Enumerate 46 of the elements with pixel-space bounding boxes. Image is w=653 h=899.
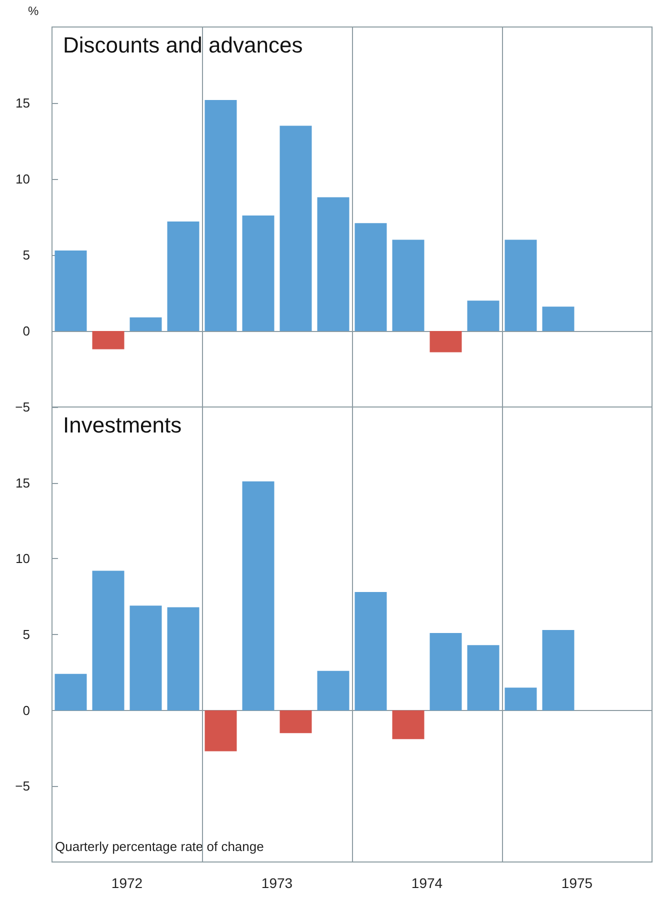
y-tick-label: 0 — [22, 702, 30, 718]
y-tick-label: 15 — [16, 475, 30, 490]
bar — [204, 710, 237, 752]
bar — [242, 215, 274, 331]
bar — [504, 240, 537, 331]
y-tick-label: 15 — [16, 96, 30, 110]
bar — [467, 645, 500, 710]
y-tick-label: 5 — [22, 627, 30, 642]
bar — [430, 331, 462, 352]
bar — [467, 300, 500, 331]
y-tick-label: 10 — [16, 172, 30, 186]
annotation: Quarterly percentage rate of change — [55, 839, 264, 854]
bar — [130, 606, 162, 710]
bar — [317, 670, 350, 710]
bar — [354, 592, 387, 710]
bar — [92, 331, 124, 350]
bar — [542, 306, 574, 331]
x-tick-label: 1974 — [411, 875, 443, 891]
y-tick-label: 10 — [16, 551, 30, 566]
bar — [317, 197, 350, 331]
y-axis-title: % — [28, 4, 39, 18]
bar — [392, 240, 424, 331]
bar — [504, 688, 537, 710]
x-tick-label: 1975 — [561, 875, 593, 891]
bar — [130, 317, 162, 331]
bar — [54, 250, 87, 331]
bar — [92, 570, 124, 710]
bar — [280, 710, 312, 734]
bar — [167, 607, 200, 710]
y-tick-label: −5 — [15, 778, 30, 794]
x-tick-label: 1972 — [111, 875, 143, 891]
bar — [392, 710, 424, 740]
y-tick-label: 0 — [22, 324, 30, 338]
bar — [542, 630, 574, 710]
bar — [204, 100, 237, 331]
x-tick-label: 1973 — [261, 875, 293, 891]
bar — [354, 223, 387, 331]
bar — [242, 481, 274, 710]
bar — [280, 126, 312, 331]
bar — [430, 632, 462, 710]
y-tick-label: −5 — [15, 400, 30, 414]
bar — [167, 222, 200, 331]
chart-title: Investments — [63, 412, 182, 438]
chart-title: Discounts and advances — [63, 32, 303, 58]
bar — [54, 674, 87, 710]
y-tick-label: 5 — [22, 248, 30, 262]
